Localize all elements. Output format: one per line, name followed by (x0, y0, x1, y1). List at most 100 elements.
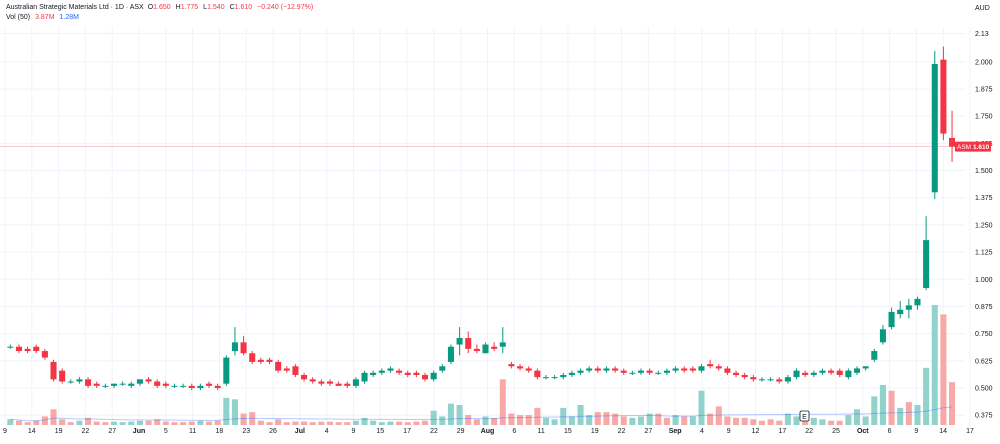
time-tick-label: 9 (3, 428, 7, 435)
time-tick-label: Jul (295, 428, 305, 435)
candle-body (206, 383, 213, 386)
low-label: L (203, 4, 208, 11)
volume-bar (905, 402, 912, 425)
time-tick-label: 18 (216, 428, 224, 435)
volume-bar (447, 403, 454, 425)
candle-body (41, 351, 48, 358)
candle-body (430, 372, 437, 380)
time-tick-label: 17 (403, 428, 411, 435)
volume-bar (387, 421, 394, 425)
candle-body (491, 346, 498, 349)
candle-body (396, 370, 403, 373)
candle-body (76, 379, 83, 382)
time-tick-label: 15 (376, 428, 384, 435)
candle-body (577, 370, 584, 373)
volume-bar (819, 419, 826, 425)
price-candles (7, 46, 956, 391)
candle-body (793, 370, 800, 378)
volume-bar (577, 405, 584, 425)
volume-bar (473, 419, 480, 425)
volume-bar (301, 421, 308, 425)
volume-bar (949, 382, 956, 425)
candle-body (67, 381, 74, 383)
volume-bar (171, 422, 178, 425)
currency-label: AUD (975, 5, 990, 12)
price-tick-label: 0.500 (975, 386, 993, 393)
time-tick-label: 15 (564, 428, 572, 435)
candle-body (733, 372, 740, 375)
time-tick-label: 26 (269, 428, 277, 435)
volume-bar (672, 415, 679, 425)
candle-body (413, 372, 420, 375)
candle-body (482, 344, 489, 354)
volume-bar (93, 421, 100, 425)
volume-bar (940, 314, 947, 425)
earnings-marker-box[interactable] (799, 410, 810, 422)
candle-body (344, 383, 351, 386)
volume-bars (7, 305, 956, 425)
volume-bar (482, 416, 489, 425)
time-tick-label: 19 (591, 428, 599, 435)
volume-bar (836, 420, 843, 425)
candle-body (378, 370, 385, 373)
candle-body (810, 372, 817, 375)
time-tick-label: 4 (325, 428, 329, 435)
volume-bar (50, 409, 57, 425)
candle-body (214, 385, 221, 389)
candle-body (439, 366, 446, 371)
volume-bar (689, 416, 696, 425)
candle-body (499, 342, 506, 347)
volume-bar (275, 419, 282, 425)
volume-bar (266, 422, 273, 425)
time-tick-label: Jun (133, 428, 145, 435)
candle-body (923, 240, 930, 288)
volume-bar (102, 422, 109, 425)
volume-bar (206, 421, 213, 425)
candle-body (949, 137, 956, 147)
candle-body (637, 370, 645, 373)
earnings-marker[interactable]: E (799, 410, 810, 422)
volume-bar (85, 417, 92, 425)
volume-bar (188, 421, 195, 425)
volume-bar (309, 422, 316, 425)
time-tick-label: 6 (888, 428, 892, 435)
volume-bar (663, 417, 670, 425)
candle-body (171, 385, 178, 387)
volume-bar (629, 417, 636, 425)
volume-bar (612, 413, 619, 425)
volume-bar (758, 420, 765, 425)
candle-body (828, 370, 835, 373)
candle-body (750, 377, 757, 380)
candle-body (188, 385, 195, 389)
volume-bar (897, 407, 904, 425)
candle-body (465, 338, 472, 349)
volume-bar (879, 385, 886, 425)
candle-body (223, 357, 230, 384)
volume-bar (784, 413, 791, 425)
symbol-title: Australian Strategic Materials Ltd · 1D … (6, 4, 144, 11)
volume-bar (145, 420, 152, 425)
last-price-symbol: ASM (957, 144, 971, 151)
volume-bar (637, 416, 645, 425)
time-tick-label: Oct (857, 428, 869, 435)
volume-bar (802, 417, 809, 425)
volume-bar (560, 407, 567, 425)
time-tick-label: 11 (189, 428, 196, 435)
price-tick-label: 0.625 (975, 358, 993, 365)
candle-body (603, 368, 610, 371)
price-tick-label: 1.375 (975, 195, 993, 202)
candle-body (257, 359, 264, 362)
candle-body (249, 353, 256, 362)
volume-bar (646, 413, 653, 425)
volume-bar (378, 422, 385, 425)
candle-body (136, 379, 143, 384)
candle-body (275, 361, 282, 371)
price-tick-label: 1.875 (975, 86, 993, 93)
volume-bar (862, 416, 869, 425)
candle-body (352, 379, 359, 386)
time-tick-label: 6 (512, 428, 516, 435)
candle-body (568, 372, 575, 375)
grid (0, 27, 971, 425)
